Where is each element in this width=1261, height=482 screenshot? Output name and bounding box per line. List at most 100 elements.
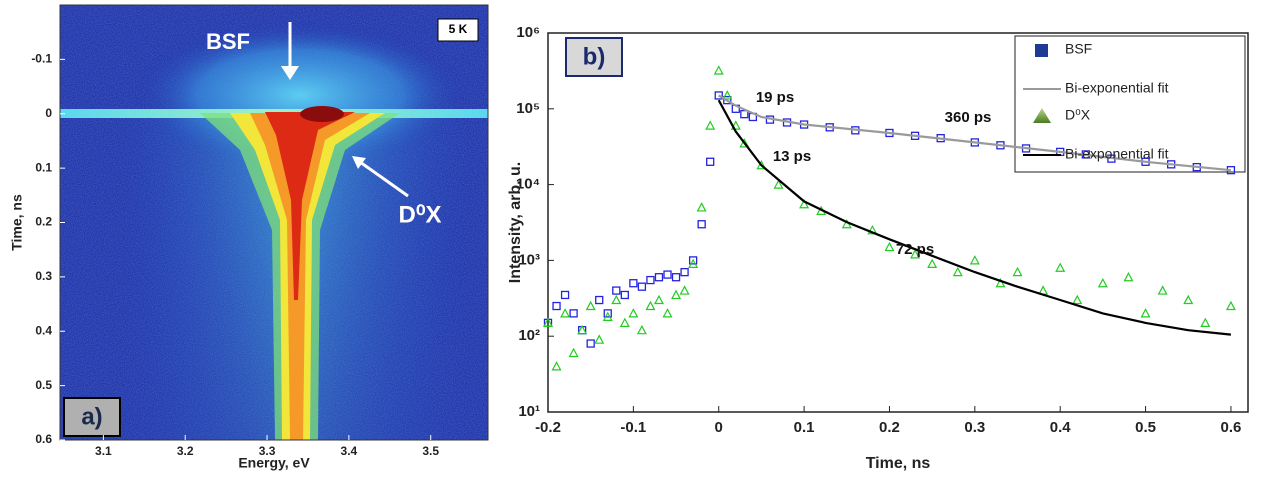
x-tick-label: -0.1: [620, 419, 646, 436]
data-point: [706, 157, 715, 166]
y-tick-label: -0.1: [31, 52, 52, 66]
data-point: [560, 308, 571, 318]
legend-box: [1014, 35, 1246, 173]
arrow-head: [281, 66, 299, 80]
data-point: [1157, 285, 1168, 295]
data-point: [696, 202, 707, 212]
data-point: [867, 224, 878, 235]
x-tick-label: 3.5: [422, 444, 439, 458]
data-point: [969, 255, 980, 265]
data-point: [927, 258, 938, 268]
x-axis-label: Energy, eV: [238, 455, 310, 471]
data-point: [595, 295, 604, 305]
x-tick-label: -0.2: [535, 419, 561, 436]
data-point: [671, 289, 682, 300]
data-point: [1200, 317, 1211, 327]
data-point: [569, 309, 578, 318]
data-point: [1072, 294, 1083, 305]
data-point: [1140, 308, 1151, 318]
data-point: [773, 179, 784, 189]
data-point: [602, 311, 613, 321]
data-point: [713, 65, 724, 75]
data-point: [756, 159, 767, 170]
arrow-d0x: [359, 160, 409, 198]
y-tick-label: 0.6: [35, 432, 52, 446]
x-tick-label: 0: [715, 419, 723, 436]
annotation: D⁰X: [399, 201, 442, 228]
legend-label: BSF: [1065, 41, 1092, 57]
annotation: 72 ps: [896, 241, 934, 258]
streak-image: [60, 5, 488, 440]
x-tick-label: 3.2: [177, 444, 194, 458]
y-axis-label: Intensity, arb. u.: [507, 162, 524, 284]
data-point: [543, 317, 553, 327]
data-point: [654, 273, 664, 282]
data-point: [603, 309, 612, 318]
data-point: [611, 294, 622, 305]
data-point: [910, 249, 921, 259]
panel-b-frame: [547, 32, 1249, 413]
data-point: [688, 258, 699, 268]
data-point: [620, 290, 629, 300]
y-tick-label: 0: [45, 106, 52, 120]
y-tick-label: 10⁶: [516, 24, 540, 41]
data-point: [586, 339, 595, 348]
x-tick-label: 0.5: [1135, 419, 1156, 436]
data-point: [697, 220, 706, 229]
y-axis-label: Time, ns: [9, 194, 25, 251]
data-point: [637, 282, 647, 291]
x-axis-label: Time, ns: [866, 455, 931, 472]
fit-line: [717, 99, 1232, 336]
x-tick-label: 3.1: [95, 444, 112, 458]
y-tick-label: 10³: [518, 251, 540, 268]
annotation: 19 ps: [756, 89, 794, 106]
data-point: [594, 334, 605, 344]
data-point: [680, 267, 689, 277]
arrow-head: [352, 156, 366, 169]
annotation: b): [583, 43, 606, 70]
data-point: [552, 301, 561, 311]
data-point: [551, 361, 562, 371]
x-tick-label: 3.4: [341, 444, 358, 458]
data-point: [560, 290, 570, 300]
data-point: [1097, 277, 1108, 288]
legend-swatch: [1033, 108, 1051, 123]
data-point: [688, 256, 698, 265]
data-point: [1183, 294, 1194, 305]
data-point: [679, 285, 690, 295]
annotation: BSF: [206, 29, 250, 54]
data-point: [612, 286, 621, 295]
y-tick-label: 0.5: [35, 378, 52, 392]
data-point: [995, 277, 1006, 288]
data-point: [653, 294, 664, 305]
data-point: [739, 138, 750, 148]
data-point: [619, 317, 630, 327]
data-point: [705, 120, 716, 130]
y-tick-label: 0.4: [35, 323, 52, 337]
data-point: [1012, 266, 1023, 277]
fit-line: [718, 94, 1232, 172]
x-tick-label: 0.1: [794, 419, 815, 436]
data-point: [629, 279, 638, 288]
data-point: [723, 96, 732, 105]
y-tick-label: 10⁴: [516, 176, 540, 193]
panel-label-box: [63, 397, 121, 437]
data-point: [662, 308, 673, 318]
data-point: [585, 300, 596, 311]
legend-label: Bi-exponential fit: [1065, 80, 1169, 96]
annotation: 13 ps: [773, 148, 811, 165]
legend-label: Bi-exponential fit: [1065, 146, 1169, 162]
legend-swatch: [1035, 44, 1048, 57]
y-tick-label: 10²: [518, 327, 540, 344]
data-point: [1055, 262, 1066, 272]
x-tick-label: 0.3: [964, 419, 985, 436]
data-point: [646, 275, 655, 285]
data-point: [645, 300, 656, 311]
x-tick-label: 0.6: [1220, 419, 1241, 436]
y-tick-label: 0.3: [35, 269, 52, 283]
data-point: [628, 308, 639, 318]
annotation: 5 K: [449, 22, 468, 36]
data-point: [1123, 271, 1134, 282]
y-tick-label: 0.2: [35, 215, 52, 229]
